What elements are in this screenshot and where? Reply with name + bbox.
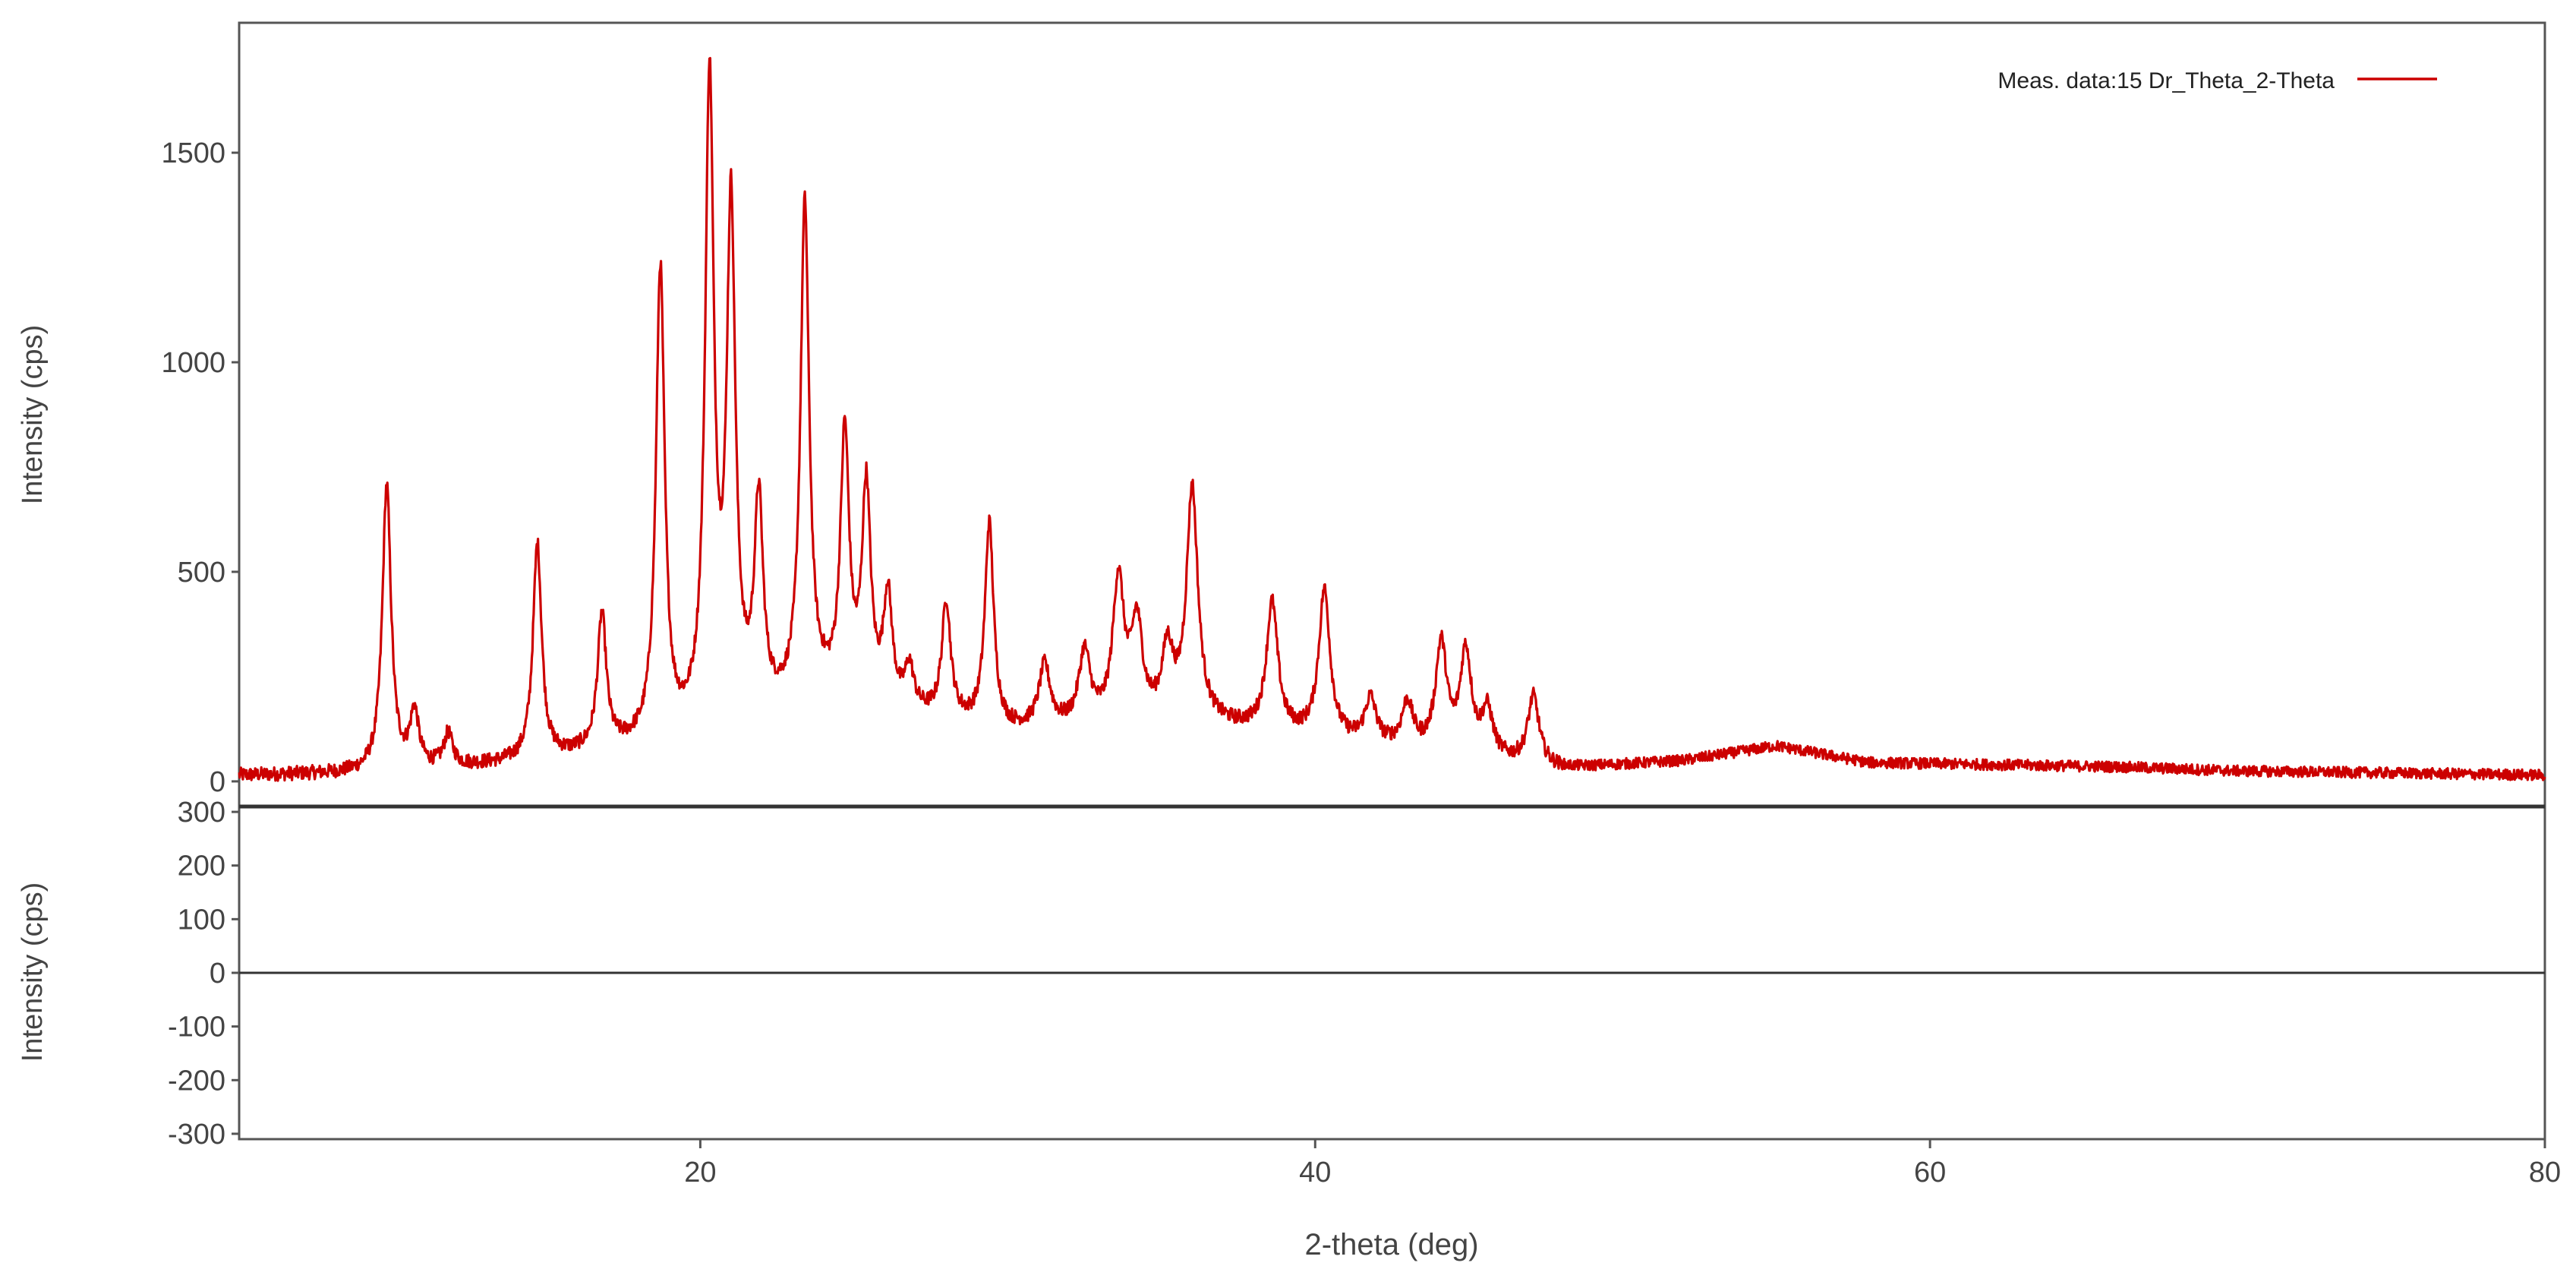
bottom-y-tick-label: 300	[178, 797, 225, 829]
bottom-y-tick-label: -200	[168, 1065, 225, 1097]
x-tick-label: 60	[1914, 1157, 1946, 1189]
top-y-tick-label: 1000	[161, 347, 225, 379]
top-y-tick-label: 0	[210, 766, 225, 798]
bottom-y-tick-label: 200	[178, 851, 225, 882]
bottom-y-tick-label: -100	[168, 1012, 225, 1043]
bottom-y-tick-label: 100	[178, 904, 225, 936]
legend: Meas. data:15 Dr_Theta_2-Theta	[1997, 68, 2437, 93]
bottom-y-tick-label: 0	[210, 958, 225, 990]
bottom-y-axis-title: Intensity (cps)	[17, 882, 49, 1062]
top-y-axis-title: Intensity (cps)	[17, 325, 49, 505]
legend-label: Meas. data:15 Dr_Theta_2-Theta	[1997, 68, 2335, 93]
x-tick-label: 80	[2529, 1157, 2561, 1189]
top-y-tick-label: 500	[178, 557, 225, 589]
x-axis-title: 2-theta (deg)	[1304, 1228, 1478, 1261]
x-tick-label: 40	[1299, 1157, 1331, 1189]
series-line	[238, 57, 2546, 782]
x-tick-label: 20	[684, 1157, 716, 1189]
bottom-y-axis: 300 200 100 0 -100 -200 -300	[168, 797, 239, 1151]
x-axis: 20 40 60 80	[684, 1139, 2561, 1189]
top-y-axis: 0 500 1000 1500	[161, 137, 239, 798]
top-y-tick-label: 1500	[161, 137, 225, 169]
bottom-y-tick-label: -300	[168, 1119, 225, 1151]
